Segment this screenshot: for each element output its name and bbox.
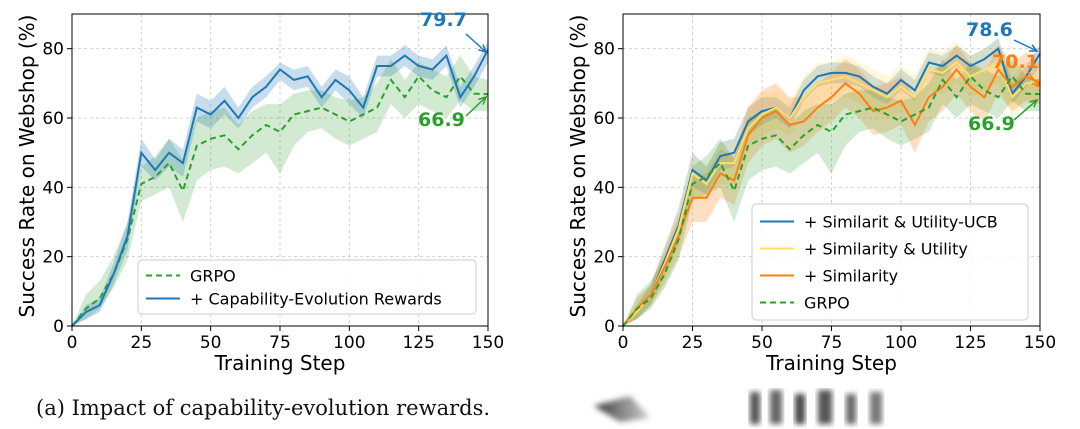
series-line <box>622 61 1041 327</box>
annotation-arrow <box>465 33 487 53</box>
series-line <box>622 74 1041 327</box>
series-line <box>622 47 1041 327</box>
confidence-band <box>623 45 1040 326</box>
x-tick-label: 0 <box>618 333 629 353</box>
y-tick-label: 20 <box>593 248 615 268</box>
y-tick-label: 40 <box>42 178 64 198</box>
value-annotation: 78.6 <box>966 19 1013 41</box>
annotation-arrow <box>1013 39 1038 52</box>
annotation-arrowhead <box>1029 98 1039 108</box>
annotation-arrowhead <box>478 44 488 54</box>
x-tick-label: 25 <box>682 333 704 353</box>
value-annotation: 66.9 <box>418 109 465 131</box>
y-tick-label: 20 <box>42 248 64 268</box>
series-line <box>622 67 1041 327</box>
caption-a: (a) Impact of capability-evolution rewar… <box>36 396 491 420</box>
x-tick-label: 50 <box>751 333 773 353</box>
value-annotation: 79.7 <box>420 9 467 31</box>
x-tick-label: 0 <box>67 333 78 353</box>
annotation-arrow <box>465 96 487 117</box>
y-axis-label: Success Rate on Webshop (%) <box>566 15 590 318</box>
confidence-band <box>623 55 1040 326</box>
series-line <box>71 49 489 327</box>
legend-label: GRPO <box>804 294 850 313</box>
y-tick-label: 40 <box>593 178 615 198</box>
x-tick-label: 125 <box>954 333 986 353</box>
x-tick-label: 50 <box>200 333 222 353</box>
legend-box <box>137 259 477 315</box>
x-tick-label: 150 <box>472 333 504 353</box>
legend-label: + Capability-Evolution Rewards <box>190 290 442 309</box>
y-tick-label: 0 <box>53 317 64 337</box>
legend-box <box>751 203 1029 321</box>
x-tick-label: 75 <box>269 333 291 353</box>
x-tick-label: 25 <box>131 333 153 353</box>
x-axis-label: Training Step <box>765 351 897 375</box>
annotation-arrow <box>1027 71 1040 88</box>
obscured-caption-b <box>594 390 882 424</box>
legend: + Similarit & Utility-UCB + Similarity & … <box>751 203 1029 321</box>
y-tick-label: 60 <box>42 109 64 129</box>
series-line <box>71 74 489 327</box>
chart-a: 0 25 50 75 100 125 150 0 20 40 60 80 Training Step Su… <box>15 9 504 375</box>
x-tick-label: 75 <box>821 333 843 353</box>
y-tick-label: 80 <box>593 40 615 60</box>
x-tick-label: 100 <box>885 333 917 353</box>
annotation-arrowhead <box>478 95 488 105</box>
x-tick-label: 125 <box>402 333 434 353</box>
legend-label: + Similarit & Utility-UCB <box>804 213 998 232</box>
legend-label: GRPO <box>190 267 236 286</box>
y-tick-label: 0 <box>604 317 615 337</box>
annotation-arrow <box>1013 99 1038 121</box>
legend: GRPO + Capability-Evolution Rewards <box>137 259 477 315</box>
x-axis-label: Training Step <box>214 351 346 375</box>
legend-label: + Similarity <box>804 267 898 286</box>
x-tick-label: 150 <box>1024 333 1056 353</box>
chart-b: 0 25 50 75 100 125 150 0 20 40 60 80 Training Step Su… <box>566 13 1056 375</box>
confidence-band <box>72 55 488 326</box>
value-annotation: 66.9 <box>968 113 1015 135</box>
y-axis-label: Success Rate on Webshop (%) <box>15 15 39 318</box>
legend-label: + Similarity & Utility <box>804 240 968 259</box>
value-annotation: 70.1 <box>992 51 1039 73</box>
annotation-arrowhead <box>1028 44 1039 52</box>
y-tick-label: 80 <box>42 40 64 60</box>
x-tick-label: 100 <box>333 333 365 353</box>
annotation-arrowhead <box>1031 78 1041 89</box>
y-tick-label: 60 <box>593 109 615 129</box>
